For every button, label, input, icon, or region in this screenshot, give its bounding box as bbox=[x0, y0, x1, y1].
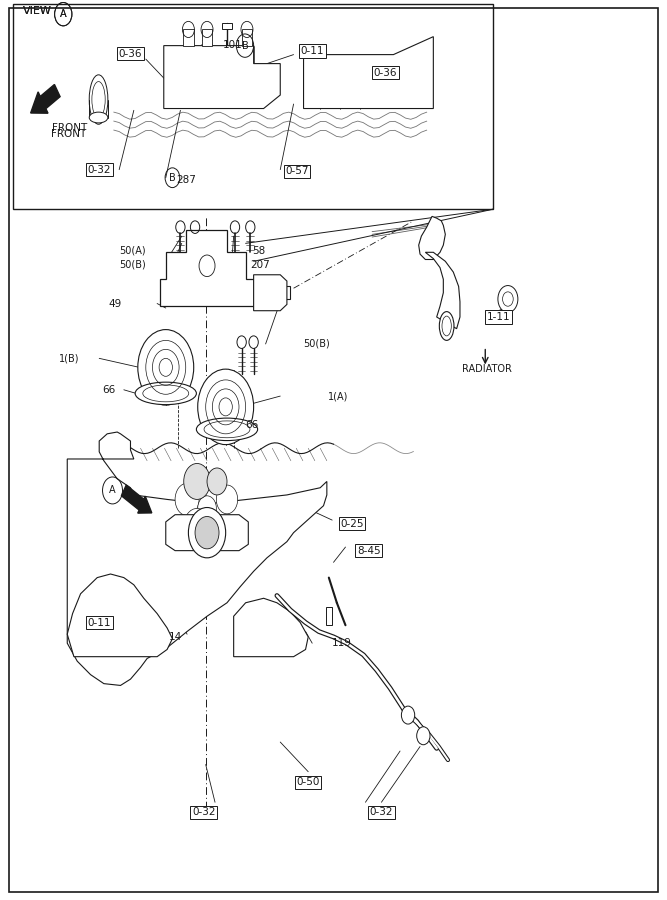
Circle shape bbox=[402, 706, 415, 724]
Circle shape bbox=[216, 485, 237, 514]
Circle shape bbox=[195, 517, 219, 549]
Circle shape bbox=[188, 508, 225, 558]
Text: 50(B): 50(B) bbox=[119, 260, 146, 270]
Text: FRONT: FRONT bbox=[51, 129, 86, 139]
FancyArrow shape bbox=[31, 85, 60, 113]
Polygon shape bbox=[67, 574, 173, 657]
Circle shape bbox=[183, 464, 210, 500]
Circle shape bbox=[207, 468, 227, 495]
Circle shape bbox=[207, 522, 227, 549]
Text: VIEW: VIEW bbox=[23, 6, 51, 16]
Text: RADIATOR: RADIATOR bbox=[462, 364, 512, 374]
Polygon shape bbox=[253, 286, 290, 299]
Polygon shape bbox=[419, 216, 446, 259]
Text: 101: 101 bbox=[223, 40, 242, 50]
Ellipse shape bbox=[89, 112, 108, 123]
Polygon shape bbox=[164, 46, 280, 109]
Text: FRONT: FRONT bbox=[52, 123, 87, 133]
Ellipse shape bbox=[440, 311, 454, 340]
Text: 287: 287 bbox=[176, 176, 195, 185]
Text: VIEW: VIEW bbox=[23, 6, 51, 16]
Circle shape bbox=[498, 285, 518, 312]
Polygon shape bbox=[222, 23, 231, 30]
Text: 8-45: 8-45 bbox=[357, 545, 381, 555]
Text: 0-50: 0-50 bbox=[297, 778, 320, 788]
Text: 0-32: 0-32 bbox=[370, 807, 393, 817]
Polygon shape bbox=[426, 252, 460, 328]
Text: B: B bbox=[169, 173, 176, 183]
Text: 66: 66 bbox=[245, 419, 259, 430]
Text: 58: 58 bbox=[252, 246, 265, 256]
Text: 50(A): 50(A) bbox=[119, 246, 146, 256]
Circle shape bbox=[197, 496, 216, 521]
Polygon shape bbox=[161, 230, 253, 306]
Text: 0-32: 0-32 bbox=[87, 165, 111, 175]
Text: 207: 207 bbox=[250, 260, 270, 270]
Polygon shape bbox=[253, 274, 287, 310]
Polygon shape bbox=[166, 515, 248, 551]
Text: 0-36: 0-36 bbox=[374, 68, 397, 77]
Ellipse shape bbox=[135, 382, 196, 405]
Text: B: B bbox=[241, 40, 248, 50]
Text: A: A bbox=[109, 485, 116, 495]
Circle shape bbox=[197, 369, 253, 445]
Text: 50(B): 50(B) bbox=[303, 339, 329, 349]
Circle shape bbox=[138, 329, 193, 405]
Text: 14: 14 bbox=[169, 632, 181, 642]
Text: 0-25: 0-25 bbox=[340, 518, 364, 528]
Text: 0-11: 0-11 bbox=[300, 46, 324, 56]
Ellipse shape bbox=[196, 418, 257, 441]
Text: A: A bbox=[60, 9, 67, 19]
FancyArrow shape bbox=[121, 485, 152, 513]
Text: 66: 66 bbox=[102, 385, 115, 395]
Polygon shape bbox=[325, 608, 332, 625]
Text: 0-32: 0-32 bbox=[192, 807, 215, 817]
Polygon shape bbox=[303, 37, 434, 109]
Text: 119: 119 bbox=[332, 638, 352, 648]
Bar bbox=[13, 4, 494, 209]
Text: 0-57: 0-57 bbox=[285, 166, 309, 176]
Polygon shape bbox=[233, 598, 308, 657]
Circle shape bbox=[417, 727, 430, 744]
Text: 49: 49 bbox=[109, 299, 122, 309]
Polygon shape bbox=[201, 30, 212, 46]
Text: 1-11: 1-11 bbox=[487, 312, 510, 322]
Text: 0-11: 0-11 bbox=[87, 617, 111, 627]
Text: 1(B): 1(B) bbox=[59, 354, 79, 364]
Circle shape bbox=[183, 508, 210, 544]
Polygon shape bbox=[67, 432, 327, 686]
Text: A: A bbox=[60, 9, 67, 19]
Circle shape bbox=[175, 483, 199, 516]
Polygon shape bbox=[183, 30, 193, 46]
Polygon shape bbox=[241, 30, 252, 46]
Text: 1(A): 1(A) bbox=[328, 392, 349, 401]
Text: 0-36: 0-36 bbox=[119, 49, 142, 58]
